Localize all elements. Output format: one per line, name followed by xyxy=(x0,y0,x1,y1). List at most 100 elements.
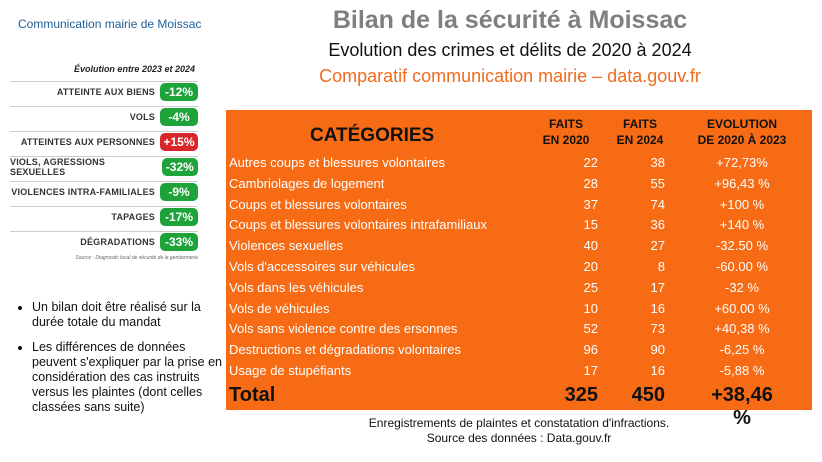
table-row: Violences sexuelles 40 27 -32.50 % xyxy=(226,235,812,256)
table-total-row: Total 325 450 +38,46 % xyxy=(226,384,812,429)
table-row: Usage de stupéfiants 17 16 -5,88 % xyxy=(226,360,812,381)
evolution-item: VIOLENCES INTRA-FAMILIALES -9% xyxy=(10,181,198,202)
evolution-label: VOLS xyxy=(129,112,155,122)
evolution-panel-title: Évolution entre 2023 et 2024 xyxy=(73,64,195,74)
cell-count-2020: 17 xyxy=(583,363,598,378)
evolution-label: VIOLS, AGRESSIONS SEXUELLES xyxy=(10,157,106,177)
evolution-badge: -32% xyxy=(161,158,198,176)
header-evolution: EVOLUTION DE 2020 À 2023 xyxy=(682,116,802,148)
evolution-item: ATTEINTE AUX BIENS -12% xyxy=(10,81,198,102)
cell-count-2020: 25 xyxy=(583,279,598,295)
cell-count-2020: 28 xyxy=(583,175,598,191)
footer-note: Enregistrements de plaintes et constatat… xyxy=(368,416,670,430)
cell-count-2024: 17 xyxy=(650,279,665,295)
header-2020: FAITS EN 2020 xyxy=(526,116,606,148)
evolution-label: DÉGRADATIONS xyxy=(80,237,155,247)
cell-category: Cambriolages de logement xyxy=(229,175,385,191)
cell-evolution: +40,38 % xyxy=(714,321,770,337)
cell-evolution: +96,43 % xyxy=(714,175,770,191)
evolution-label: VIOLENCES INTRA-FAMILIALES xyxy=(11,187,155,197)
table-row: Vols sans violence contre des ersonnes 52… xyxy=(226,318,812,339)
cell-count-2024: 74 xyxy=(650,196,665,212)
cell-category: Vols d'accessoires sur véhicules xyxy=(229,259,416,274)
evolution-label: ATTEINTE AUX BIENS xyxy=(56,87,155,97)
evolution-badge: -12% xyxy=(160,83,198,101)
cell-count-2020: 20 xyxy=(583,259,598,274)
cell-category: Destructions et dégradations volontaires xyxy=(229,342,461,358)
header-2024-line1: FAITS xyxy=(622,117,657,131)
header-evolution-line2: DE 2020 À 2023 xyxy=(697,133,787,147)
cell-count-2024: 16 xyxy=(650,300,665,316)
bullet-list: Un bilan doit être réalisé sur la durée … xyxy=(14,300,232,425)
cell-category: Violences sexuelles xyxy=(229,238,343,254)
cell-count-2024: 36 xyxy=(650,217,665,233)
evolution-badge: -4% xyxy=(160,108,198,126)
evolution-item: VOLS -4% xyxy=(10,106,198,127)
cell-category: Coups et blessures volontaires xyxy=(229,196,407,212)
header-2020-line1: FAITS xyxy=(548,117,583,131)
evolution-source: Source : Diagnostic local de sécurité de… xyxy=(75,255,198,261)
evolution-item: DÉGRADATIONS -33% xyxy=(10,231,198,252)
evolution-badge: -9% xyxy=(160,183,198,201)
cell-evolution: -5,88 % xyxy=(719,363,765,378)
cell-count-2024: 27 xyxy=(650,238,665,254)
cell-count-2020: 10 xyxy=(583,300,598,316)
cell-count-2020: 22 xyxy=(583,155,598,170)
header-2024-line2: EN 2024 xyxy=(616,133,664,147)
cell-count-2024: 55 xyxy=(650,175,665,191)
table-row: Cambriolages de logement 28 55 +96,43 % xyxy=(226,173,812,194)
cell-evolution: -32 % xyxy=(725,279,759,295)
cell-count-2020: 37 xyxy=(583,196,598,212)
comparison-subtitle: Comparatif communication mairie – data.g… xyxy=(319,66,701,86)
page-title: Bilan de la sécurité à Moissac xyxy=(332,6,688,34)
cell-category: Total xyxy=(229,384,276,406)
cell-category: Usage de stupéfiants xyxy=(229,363,352,378)
cell-count-2020: 325 xyxy=(564,384,598,406)
evolution-item: ATTEINTES AUX PERSONNES +15% xyxy=(10,131,198,152)
cell-count-2020: 15 xyxy=(583,217,598,233)
table-row: Destructions et dégradations volontaires… xyxy=(226,339,812,360)
evolution-badge: -17% xyxy=(160,208,198,226)
cell-evolution: +100 % xyxy=(719,196,765,212)
crime-table: CATÉGORIES FAITS EN 2020 FAITS EN 2024 EVO… xyxy=(226,110,812,429)
cell-evolution: +38,46 % xyxy=(711,384,773,429)
bullet-item: Les différences de données peuvent s'exp… xyxy=(32,340,232,415)
evolution-item: TAPAGES -17% xyxy=(10,206,198,227)
header-2020-line2: EN 2020 xyxy=(542,133,590,147)
table-row: Autres coups et blessures volontaires 22 3… xyxy=(226,152,812,173)
cell-evolution: +60.00 % xyxy=(714,300,770,316)
evolution-badge: +15% xyxy=(160,133,198,151)
cell-count-2024: 16 xyxy=(650,363,665,378)
cell-count-2020: 52 xyxy=(583,321,598,337)
cell-category: Vols dans les véhicules xyxy=(229,279,364,295)
table-row: Coups et blessures volontaires intrafami… xyxy=(226,214,812,235)
cell-count-2024: 38 xyxy=(650,155,665,170)
subtitle: Evolution des crimes et délits de 2020 à… xyxy=(328,40,692,60)
cell-count-2020: 40 xyxy=(583,238,598,254)
footer-source: Source des données : Data.gouv.fr xyxy=(426,431,612,445)
header-2024: FAITS EN 2024 xyxy=(600,116,680,148)
cell-count-2024: 450 xyxy=(631,384,665,406)
cell-category: Vols sans violence contre des ersonnes xyxy=(229,321,458,337)
cell-count-2024: 73 xyxy=(650,321,665,337)
cell-category: Vols de véhicules xyxy=(229,300,330,316)
table-row: Vols d'accessoires sur véhicules 20 8 -60.0… xyxy=(226,256,812,277)
evolution-badge: -33% xyxy=(160,233,198,251)
cell-evolution: +140 % xyxy=(719,217,765,233)
cell-evolution: -60.00 % xyxy=(715,259,769,274)
table-row: Vols de véhicules 10 16 +60.00 % xyxy=(226,298,812,319)
cell-count-2020: 96 xyxy=(583,342,598,358)
cell-count-2024: 8 xyxy=(657,259,665,274)
cell-category: Coups et blessures volontaires intrafami… xyxy=(229,217,487,233)
evolution-label: TAPAGES xyxy=(111,212,155,222)
cell-evolution: -6,25 % xyxy=(719,342,765,358)
cell-category: Autres coups et blessures volontaires xyxy=(229,155,446,170)
evolution-item: VIOLS, AGRESSIONS SEXUELLES -32% xyxy=(10,156,198,177)
bullet-item: Un bilan doit être réalisé sur la durée … xyxy=(32,300,232,330)
header-categories: CATÉGORIES xyxy=(310,125,435,146)
communication-label: Communication mairie de Moissac xyxy=(18,17,202,31)
header-evolution-line1: EVOLUTION xyxy=(706,117,777,131)
cell-evolution: +72,73% xyxy=(716,155,768,170)
evolution-label: ATTEINTES AUX PERSONNES xyxy=(20,137,155,147)
table-row: Coups et blessures volontaires 37 74 +100 % xyxy=(226,194,812,215)
